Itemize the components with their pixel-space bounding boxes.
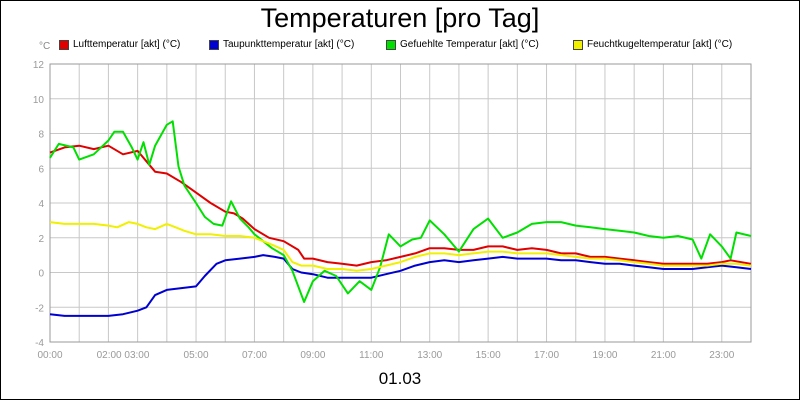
x-tick-label: 00:00 — [37, 350, 62, 361]
y-tick-label: 2 — [38, 234, 44, 245]
x-tick-label: 09:00 — [300, 350, 325, 361]
x-tick-label: 07:00 — [242, 350, 267, 361]
y-tick-label: -4 — [35, 338, 44, 349]
x-tick-label: 17:00 — [534, 350, 559, 361]
legend-swatch — [386, 39, 396, 50]
plot-border — [49, 63, 752, 343]
x-tick-label: 15:00 — [476, 350, 501, 361]
y-tick-label: 0 — [38, 269, 44, 280]
legend-item: Lufttemperatur [akt] (°C) — [59, 39, 180, 50]
y-tick-label: 12 — [33, 60, 45, 71]
legend-label: Taupunkttemperatur [akt] (°C) — [223, 39, 355, 50]
chart-title: Temperaturen [pro Tag] — [260, 3, 540, 33]
x-tick-label: 05:00 — [184, 350, 209, 361]
legend-swatch — [573, 39, 583, 50]
y-tick-label: 6 — [38, 164, 44, 175]
date-label: 01.03 — [378, 369, 422, 388]
y-tick-label: 4 — [38, 199, 44, 210]
series-line-4 — [49, 221, 752, 272]
legend-label: Gefuehlte Temperatur [akt] (°C) — [400, 39, 539, 50]
legend-swatch — [59, 39, 69, 50]
series-line-3 — [49, 120, 752, 303]
series-line-1 — [49, 144, 752, 267]
y-tick-label: -2 — [35, 303, 44, 314]
x-tick-label: 21:00 — [651, 350, 676, 361]
legend-label: Feuchtkugeltemperatur [akt] (°C) — [587, 39, 733, 50]
x-tick-label: 23:00 — [709, 350, 734, 361]
legend-item: Taupunkttemperatur [akt] (°C) — [209, 39, 354, 50]
y-axis-unit: °C — [39, 41, 51, 52]
y-tick-label: 10 — [33, 95, 45, 106]
x-tick-label: 11:00 — [359, 350, 384, 361]
y-tick-label: 8 — [38, 130, 44, 141]
x-tick-label: 02:00 03:00 — [97, 350, 150, 361]
legend-item: Gefuehlte Temperatur [akt] (°C) — [386, 39, 539, 50]
x-tick-label: 19:00 — [592, 350, 617, 361]
x-tick-label: 13:00 — [417, 350, 442, 361]
series-line-2 — [49, 254, 752, 317]
legend-item: Feuchtkugeltemperatur [akt] (°C) — [573, 39, 732, 50]
legend-label: Lufttemperatur [akt] (°C) — [73, 39, 181, 50]
legend-swatch — [209, 39, 219, 50]
